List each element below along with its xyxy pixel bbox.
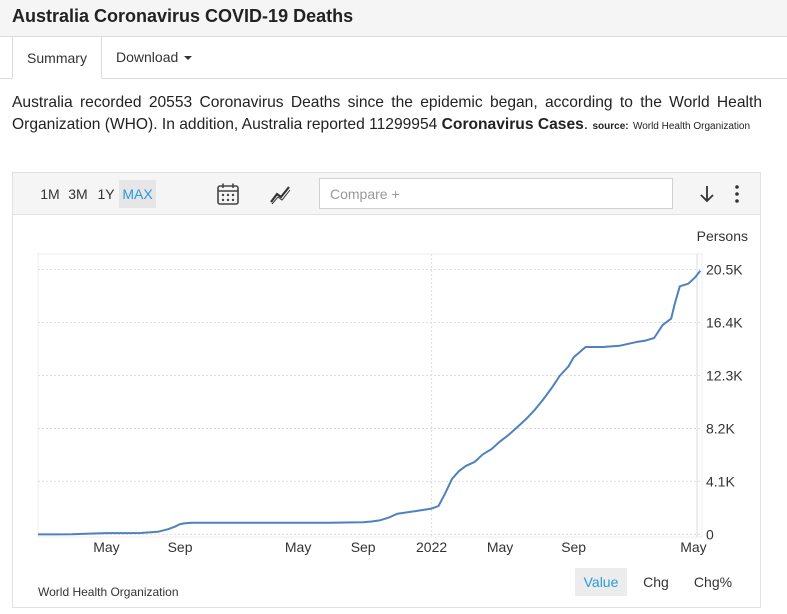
x-tick-label: May [93, 539, 119, 555]
page-title: Australia Coronavirus COVID-19 Deaths [12, 6, 354, 26]
chart-source: World Health Organization [38, 585, 179, 599]
tab-download[interactable]: Download [116, 36, 193, 78]
source-name: World Health Organization [632, 121, 751, 132]
y-tick-label: 12.3K [706, 367, 743, 383]
range-1y-button[interactable]: 1Y [97, 186, 115, 202]
y-tick-label: 20.5K [706, 262, 743, 278]
x-tick-label: May [680, 539, 706, 555]
tab-summary[interactable]: Summary [12, 36, 102, 79]
view-chg-button[interactable]: Chg [643, 574, 669, 590]
x-tick-label: May [487, 539, 513, 555]
x-tick-label: May [285, 539, 311, 555]
view-chgpct-button[interactable]: Chg% [693, 574, 733, 590]
view-value-button[interactable]: Value [575, 568, 627, 596]
calendar-icon[interactable] [216, 182, 240, 211]
description-tail: . [583, 116, 593, 133]
description-bold: Coronavirus Cases [441, 116, 584, 133]
range-max-button[interactable]: MAX [119, 180, 156, 208]
tab-download-label: Download [116, 49, 179, 65]
x-tick-label: Sep [168, 539, 193, 555]
y-tick-label: 4.1K [706, 473, 735, 489]
tab-bar: Summary Download [0, 36, 787, 79]
series-line-deaths [38, 270, 702, 536]
x-tick-label: 2022 [416, 539, 447, 555]
source-label: source: [592, 121, 629, 132]
y-tick-label: 0 [706, 526, 714, 542]
plot-frame [37, 253, 703, 538]
caret-down-icon [184, 56, 193, 61]
chart-toolbar: 1M 3M 1Y MAX [13, 173, 760, 215]
x-tick-label: Sep [561, 539, 586, 555]
description-paragraph: Australia recorded 20553 Coronavirus Dea… [12, 92, 762, 138]
unit-label: Persons [697, 228, 748, 244]
x-tick-label: Sep [351, 539, 376, 555]
y-tick-label: 16.4K [706, 314, 743, 330]
description-text: Australia recorded 20553 Coronavirus Dea… [12, 94, 762, 133]
line-chart-icon[interactable] [269, 182, 293, 211]
range-1m-button[interactable]: 1M [40, 186, 60, 202]
compare-input[interactable] [319, 178, 673, 209]
chart-container: 1M 3M 1Y MAX [12, 172, 761, 608]
range-3m-button[interactable]: 3M [68, 186, 88, 202]
title-bar: Australia Coronavirus COVID-19 Deaths [0, 0, 787, 37]
y-tick-label: 8.2K [706, 420, 735, 436]
download-arrow-icon[interactable] [697, 183, 717, 210]
more-options-icon[interactable] [731, 183, 743, 210]
